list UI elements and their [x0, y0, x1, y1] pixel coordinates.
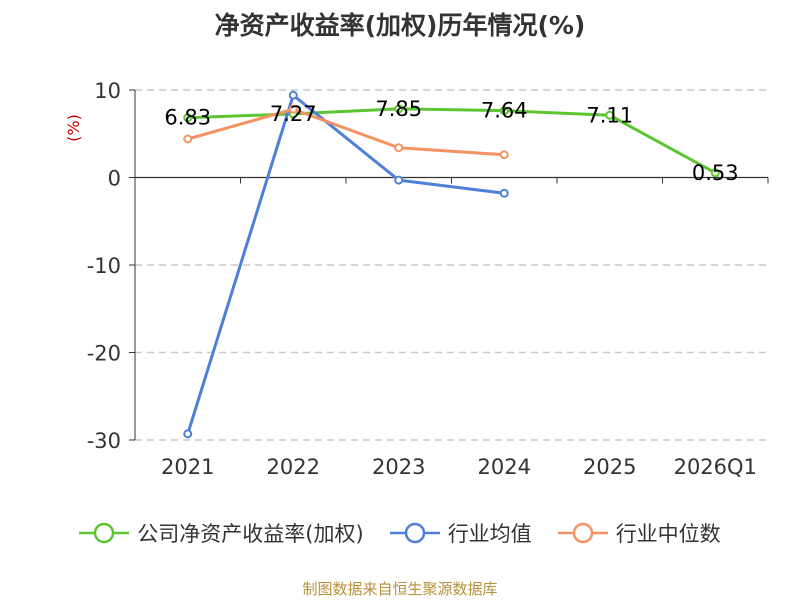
data-label: 0.53 [692, 161, 739, 185]
legend: 公司净资产收益率(加权) 行业均值 行业中位数 [0, 518, 800, 548]
y-tick-label: 0 [108, 167, 121, 191]
data-label: 7.27 [270, 102, 317, 126]
chart-title: 净资产收益率(加权)历年情况(%) [214, 11, 586, 40]
axes [129, 89, 769, 441]
y-tick-label: 10 [94, 79, 121, 103]
y-tick-label: -20 [87, 342, 121, 366]
data-point-company [499, 106, 509, 116]
legend-label-industry-median: 行业中位数 [615, 522, 721, 546]
data-label: 7.64 [481, 99, 528, 123]
data-point-industry_median [394, 143, 404, 153]
series-line-industry_avg [186, 93, 505, 435]
data-labels: 6.83 7.27 7.85 7.64 7.11 0.53 [164, 97, 738, 185]
data-point-industry_avg [183, 429, 193, 439]
x-tick-labels: 2021 2022 2023 2024 2025 2026Q1 [161, 455, 757, 479]
data-point-industry_median [183, 134, 193, 144]
legend-label-industry-avg: 行业均值 [447, 522, 532, 546]
y-tick-labels: 10 0 -10 -20 -30 [87, 79, 121, 453]
y-tick-label: -10 [87, 254, 121, 278]
data-point-industry_avg [394, 175, 404, 185]
legend-item-company[interactable]: 公司净资产收益率(加权) [79, 518, 364, 548]
data-point-industry_median [288, 104, 298, 114]
series-line-company [187, 107, 716, 175]
data-point-company [605, 110, 615, 120]
legend-marker-industry-avg [389, 522, 440, 544]
x-tick-label: 2021 [161, 455, 214, 479]
data-point-company [183, 113, 193, 123]
y-tick-label: -30 [87, 429, 121, 453]
y-axis-unit-label: (%) [64, 114, 83, 142]
x-tick-label: 2024 [478, 455, 531, 479]
x-tick-label: 2023 [372, 455, 425, 479]
legend-item-industry-median[interactable]: 行业中位数 [557, 518, 721, 548]
x-tick-label: 2026Q1 [674, 455, 757, 479]
series-line-industry_median [187, 107, 505, 157]
legend-marker-industry-median [557, 522, 608, 544]
data-point-industry_avg [288, 90, 298, 100]
x-tick-label: 2025 [583, 455, 636, 479]
data-label: 7.11 [586, 103, 633, 127]
data-point-industry_avg [499, 188, 509, 198]
data-label: 7.85 [375, 97, 422, 121]
series [183, 90, 720, 439]
legend-marker-company [79, 522, 130, 544]
grid-lines [135, 89, 768, 441]
x-tick-label: 2022 [267, 455, 320, 479]
legend-label-company: 公司净资产收益率(加权) [137, 522, 364, 546]
data-point-company [710, 168, 720, 178]
data-point-industry_median [499, 150, 509, 160]
data-label: 6.83 [164, 106, 211, 130]
data-point-company [394, 104, 404, 114]
source-note: 制图数据来自恒生聚源数据库 [302, 580, 498, 598]
legend-item-industry-avg[interactable]: 行业均值 [389, 518, 532, 548]
